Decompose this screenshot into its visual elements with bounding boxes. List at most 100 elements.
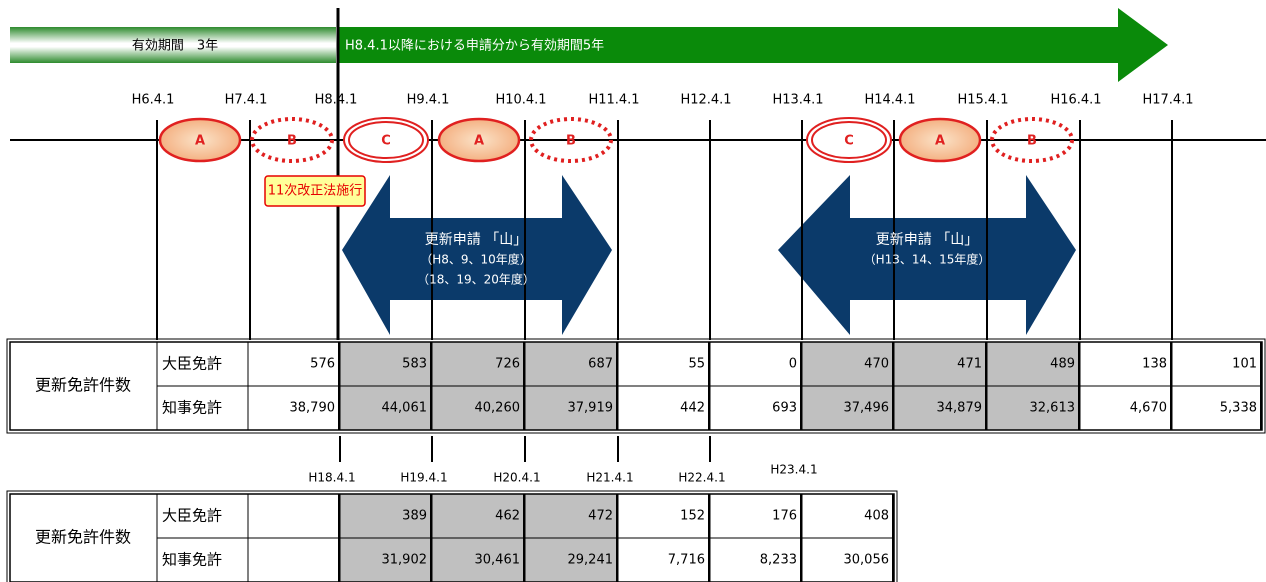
cell-value: 576 — [310, 357, 335, 372]
cell — [617, 385, 711, 431]
date-label: H15.4.1 — [957, 93, 1008, 108]
row-name: 大臣免許 — [162, 355, 222, 373]
row-header — [156, 385, 249, 431]
date-label: H11.4.1 — [588, 93, 639, 108]
cell-value: 408 — [864, 509, 889, 524]
marker-label: B — [566, 134, 576, 149]
outer-border — [6, 338, 1266, 434]
cell-value: 32,613 — [1030, 401, 1076, 416]
cell — [339, 493, 433, 539]
cell-value: 44,061 — [382, 401, 428, 416]
cell-value: 30,461 — [475, 553, 521, 568]
date-label: H19.4.1 — [400, 471, 447, 485]
cell-value: 693 — [772, 401, 797, 416]
date-label: H23.4.1 — [770, 463, 817, 477]
cell-value: 5,338 — [1220, 401, 1257, 416]
cell-value: 34,879 — [937, 401, 983, 416]
cell-value: 40,260 — [475, 401, 521, 416]
cell-value: 7,716 — [668, 553, 705, 568]
marker — [898, 117, 982, 163]
cell — [431, 537, 526, 582]
cell-value: 389 — [402, 509, 427, 524]
cell-value: 8,233 — [760, 553, 797, 568]
cell-value: 687 — [588, 357, 613, 372]
cell — [801, 493, 895, 539]
cell-value: 470 — [864, 357, 889, 372]
cell-value: 176 — [772, 509, 797, 524]
outer-border — [9, 493, 895, 582]
callout-box — [264, 175, 366, 207]
arrow-text: （18、19、20年度） — [417, 272, 535, 287]
cell-value: 152 — [680, 509, 705, 524]
cell — [524, 493, 619, 539]
marker — [343, 117, 429, 163]
cell-value: 0 — [789, 357, 797, 372]
date-label: H7.4.1 — [225, 93, 268, 108]
cell — [1171, 341, 1263, 387]
cell-value: 101 — [1232, 357, 1257, 372]
marker — [811, 121, 887, 159]
cell-value: 472 — [588, 509, 613, 524]
date-label: H14.4.1 — [864, 93, 915, 108]
banner-right-text: H8.4.1以降における申請分から有効期間5年 — [345, 39, 604, 54]
row-header — [156, 537, 249, 582]
cell — [617, 537, 711, 582]
marker — [437, 117, 521, 163]
date-label: H8.4.1 — [315, 93, 358, 108]
cell — [431, 493, 526, 539]
cell — [431, 385, 526, 431]
date-label: H12.4.1 — [680, 93, 731, 108]
marker — [348, 121, 424, 159]
marker-label: A — [195, 134, 205, 149]
arrow-2 — [778, 175, 1076, 335]
cell-value: 462 — [495, 509, 520, 524]
marker-label: B — [1027, 134, 1037, 149]
date-label: H21.4.1 — [586, 471, 633, 485]
cell — [709, 537, 803, 582]
cell — [247, 493, 341, 539]
cell-value: 55 — [688, 357, 705, 372]
date-label: H17.4.1 — [1142, 93, 1193, 108]
cell — [247, 341, 341, 387]
cell-value: 30,056 — [844, 553, 890, 568]
row-name: 知事免許 — [162, 399, 222, 417]
cell — [893, 341, 988, 387]
banner-arrow — [338, 8, 1168, 82]
marker — [990, 117, 1074, 163]
date-label: H6.4.1 — [132, 93, 175, 108]
cell-value: 583 — [402, 357, 427, 372]
marker — [806, 117, 892, 163]
cell — [801, 341, 895, 387]
cell-value: 471 — [957, 357, 982, 372]
cell — [247, 537, 341, 582]
cell-value: 37,496 — [844, 401, 890, 416]
cell — [431, 341, 526, 387]
cell — [986, 341, 1081, 387]
cell — [339, 537, 433, 582]
marker-label: C — [381, 134, 391, 149]
callout-text: 11次改正法施行 — [268, 183, 363, 199]
arrow-text: 更新申請 「山」 — [425, 232, 527, 248]
arrow-text: （H8、9、10年度） — [420, 252, 532, 267]
marker — [529, 117, 613, 163]
row-name: 大臣免許 — [162, 507, 222, 525]
cell — [1079, 385, 1173, 431]
cell — [524, 537, 619, 582]
cell-value: 489 — [1050, 357, 1075, 372]
cell — [986, 385, 1081, 431]
cell — [893, 385, 988, 431]
date-label: H20.4.1 — [493, 471, 540, 485]
arrow-1 — [342, 175, 612, 335]
cell-value: 29,241 — [568, 553, 614, 568]
row-name: 知事免許 — [162, 551, 222, 569]
outer-border — [6, 490, 898, 582]
banner-left — [10, 27, 336, 63]
banner-left-text: 有効期間 3年 — [132, 39, 218, 54]
marker-label: A — [474, 134, 484, 149]
marker — [158, 117, 242, 163]
date-label: H22.4.1 — [678, 471, 725, 485]
date-label: H16.4.1 — [1050, 93, 1101, 108]
cell-value: 4,670 — [1130, 401, 1167, 416]
cell-value: 726 — [495, 357, 520, 372]
